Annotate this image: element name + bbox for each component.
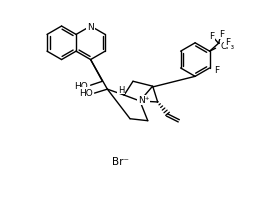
Text: F: F xyxy=(219,30,224,39)
Text: F: F xyxy=(214,66,219,75)
Text: N: N xyxy=(87,22,94,31)
Text: H: H xyxy=(118,85,124,94)
Text: N⁺: N⁺ xyxy=(138,96,149,105)
Text: HO: HO xyxy=(74,81,88,90)
Text: F: F xyxy=(209,32,214,41)
Text: CF₃: CF₃ xyxy=(221,42,234,51)
Text: HO: HO xyxy=(79,88,93,97)
Text: F: F xyxy=(225,38,230,47)
Text: Br⁻: Br⁻ xyxy=(112,156,129,166)
